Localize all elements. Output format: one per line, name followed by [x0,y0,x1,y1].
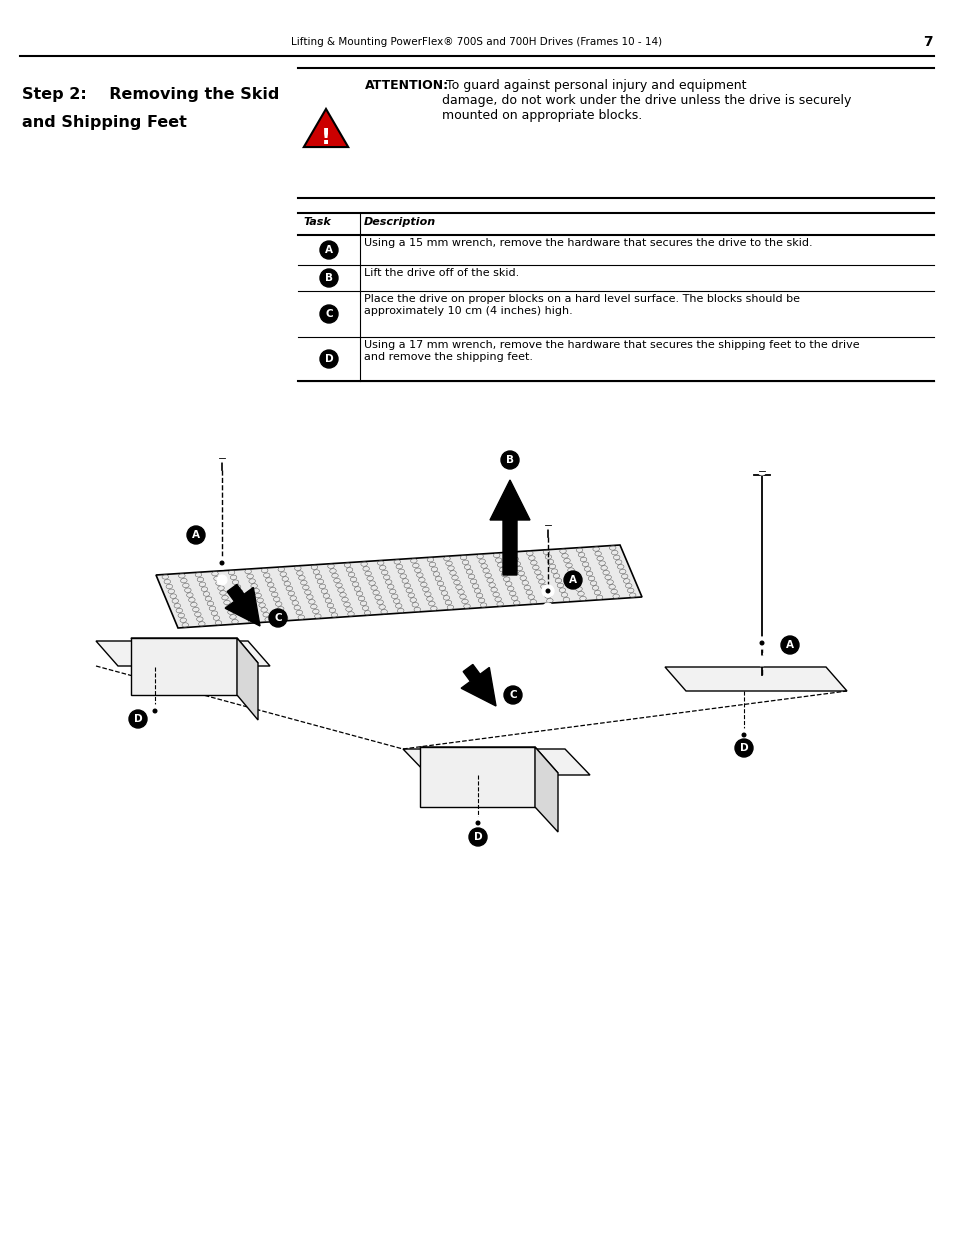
Circle shape [543,521,552,529]
Text: Task: Task [303,217,331,227]
Circle shape [149,705,161,718]
Circle shape [187,526,205,543]
Circle shape [218,454,226,462]
Circle shape [734,739,752,757]
Polygon shape [535,747,558,832]
Circle shape [760,641,763,645]
Text: C: C [325,309,333,319]
Circle shape [541,585,554,597]
Text: 7: 7 [923,35,932,49]
Text: Lifting & Mounting PowerFlex® 700S and 700H Drives (Frames 10 - 14): Lifting & Mounting PowerFlex® 700S and 7… [291,37,662,47]
Text: and Shipping Feet: and Shipping Feet [22,115,187,130]
Polygon shape [131,638,257,663]
Circle shape [738,729,749,741]
Text: D: D [133,714,142,724]
Polygon shape [131,638,236,695]
Circle shape [469,827,486,846]
Polygon shape [156,545,641,629]
Circle shape [129,710,147,727]
Text: ATTENTION:: ATTENTION: [365,79,449,91]
Circle shape [319,350,337,368]
Text: D: D [739,743,747,753]
Text: Description: Description [364,217,436,227]
Circle shape [755,637,767,650]
Text: Step 2:    Removing the Skid: Step 2: Removing the Skid [22,88,279,103]
FancyArrow shape [460,664,496,706]
Circle shape [319,305,337,324]
Circle shape [546,589,549,593]
Text: D: D [474,832,482,842]
Circle shape [781,636,799,655]
Circle shape [319,269,337,287]
Polygon shape [402,748,589,776]
Polygon shape [236,638,257,720]
FancyArrow shape [490,480,530,576]
Polygon shape [419,747,535,806]
Circle shape [472,818,483,829]
Polygon shape [419,747,558,773]
Circle shape [758,467,765,475]
Text: A: A [568,576,577,585]
Text: A: A [325,245,333,254]
Text: Lift the drive off of the skid.: Lift the drive off of the skid. [364,268,518,278]
Text: Place the drive on proper blocks on a hard level surface. The blocks should be
a: Place the drive on proper blocks on a ha… [364,294,800,316]
Circle shape [319,241,337,259]
Circle shape [216,576,227,585]
Circle shape [741,734,745,737]
Circle shape [215,557,228,569]
Circle shape [542,603,553,613]
Text: C: C [274,613,281,622]
FancyArrow shape [225,584,260,626]
Text: Using a 17 mm wrench, remove the hardware that secures the shipping feet to the : Using a 17 mm wrench, remove the hardwar… [364,340,859,362]
Text: C: C [509,690,517,700]
Circle shape [153,709,156,713]
Text: Using a 15 mm wrench, remove the hardware that secures the drive to the skid.: Using a 15 mm wrench, remove the hardwar… [364,238,812,248]
Circle shape [269,609,287,627]
Circle shape [220,561,224,564]
Circle shape [757,656,766,666]
Circle shape [476,821,479,825]
Circle shape [563,571,581,589]
Text: B: B [505,454,514,466]
Circle shape [500,451,518,469]
Text: D: D [324,354,333,364]
Circle shape [503,685,521,704]
Text: B: B [325,273,333,283]
Polygon shape [664,667,846,692]
Text: A: A [192,530,200,540]
Text: A: A [785,640,793,650]
Polygon shape [303,109,348,147]
Text: !: ! [320,128,331,148]
Polygon shape [96,641,270,666]
Text: To guard against personal injury and equipment
damage, do not work under the dri: To guard against personal injury and equ… [441,79,850,122]
